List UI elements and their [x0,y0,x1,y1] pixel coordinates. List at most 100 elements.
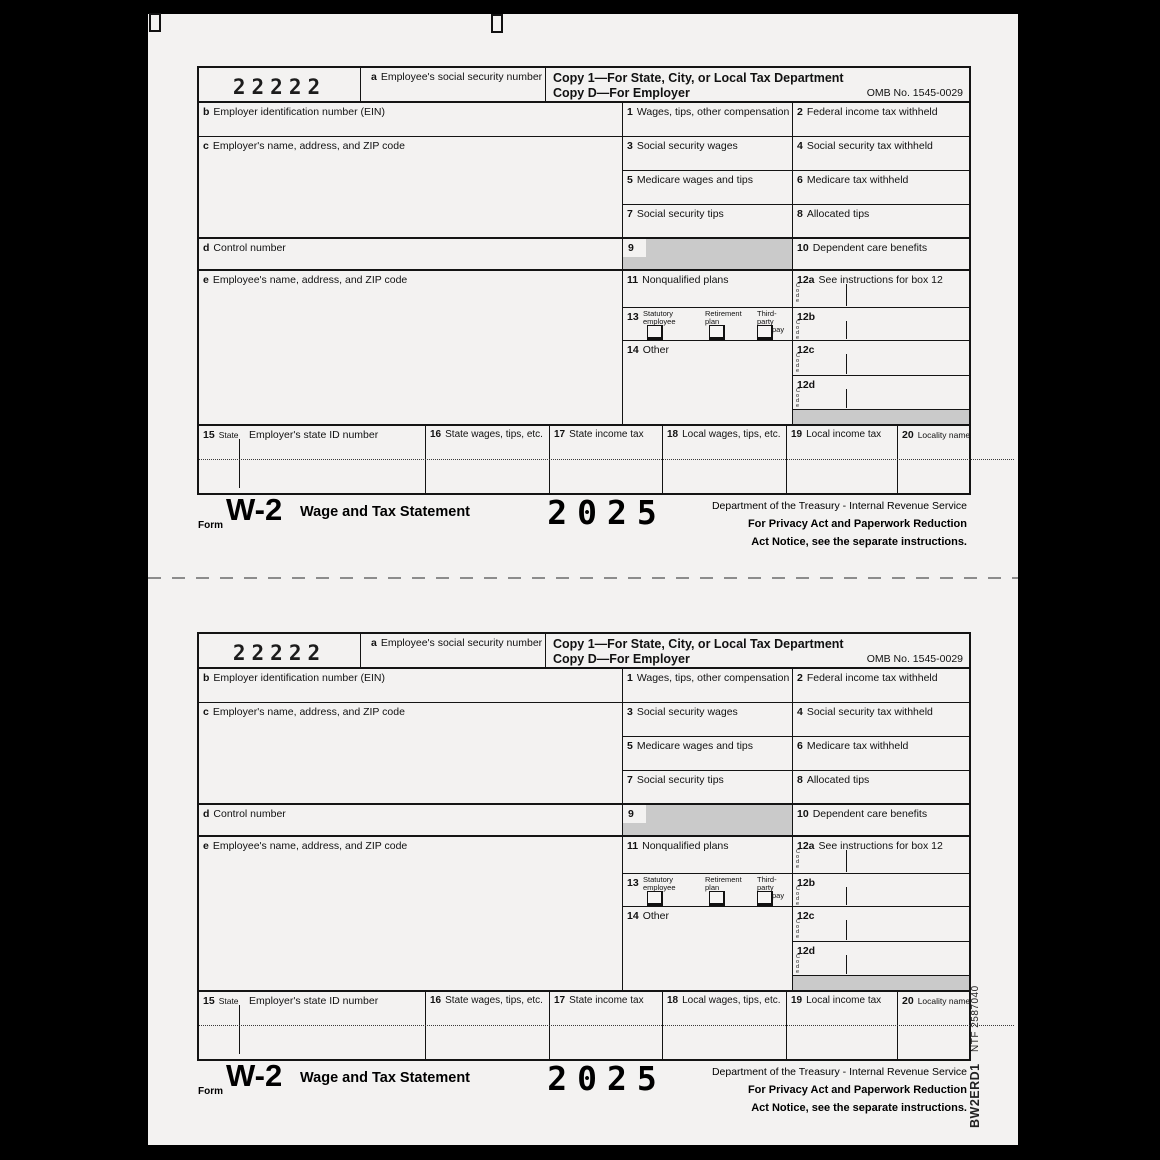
perforation-line [148,577,1018,579]
box-11-nonqualified-plans[interactable]: 11 Nonqualified plans [622,836,792,873]
copy-line-2: Copy D—For Employer [553,652,690,666]
section-rule [198,237,970,239]
box-14-other[interactable]: 14 Other [622,906,792,991]
box-9-label-chip: 9 [623,805,646,823]
void-code: 22222 [232,641,327,665]
code-vertical-label: Code [796,919,800,940]
checkbox-statutory-employee[interactable] [647,325,663,340]
box-b-ein[interactable]: b Employer identification number (EIN) [199,668,622,702]
state-divider [239,439,240,460]
checkbox-retirement-plan[interactable] [709,891,725,906]
box-e-employee-name[interactable]: e Employee's name, address, and ZIP code [199,836,622,991]
box-1-wages[interactable]: 1 Wages, tips, other compensation [622,668,792,702]
box-2-federal-tax[interactable]: 2 Federal income tax withheld [792,668,969,702]
form-title: Wage and Tax Statement [300,504,471,520]
box-a-label: Employee's social security number [380,637,543,649]
section-rule [198,269,970,271]
w2-form-copy: 22222 a Employee's social security number… [197,66,1014,548]
box-a-ssn[interactable]: a Employee's social security number [360,634,545,668]
copy-designation: Copy 1—For State, City, or Local Tax Dep… [545,634,969,668]
box-2-federal-tax[interactable]: 2 Federal income tax withheld [792,102,969,136]
form-year: 2025 [547,493,667,532]
box-8-allocated-tips[interactable]: 8 Allocated tips [792,770,969,804]
box-b-ein[interactable]: b Employer identification number (EIN) [199,102,622,136]
box-13-checkboxes: 13 Statutory employee Retirement plan Thir… [622,873,792,906]
box-a-label: Employee's social security number [380,71,543,83]
privacy-line-2: Act Notice, see the separate instruction… [751,1102,967,1114]
checkbox-third-party-sick-pay[interactable] [757,891,773,906]
box-d-control-number[interactable]: d Control number [199,238,622,270]
box-12c[interactable]: 12c Code [792,340,969,375]
box-12c[interactable]: 12c Code [792,906,969,941]
box-15-employer-state-id: Employer's state ID number [249,995,379,1007]
box-4-ss-tax[interactable]: 4 Social security tax withheld [792,702,969,736]
state-row-dotted-line [199,459,1014,461]
registration-mark [491,14,503,33]
box-10-dependent-care[interactable]: 10 Dependent care benefits [792,804,969,836]
box-3-ss-wages[interactable]: 3 Social security wages [622,702,792,736]
omb-number: OMB No. 1545-0029 [866,653,963,665]
w2-grid: 22222 a Employee's social security number… [197,632,1014,1061]
box-6-medicare-tax[interactable]: 6 Medicare tax withheld [792,736,969,770]
box-12-divider [846,920,847,940]
box-12a[interactable]: 12a See instructions for box 12 Code [792,270,969,307]
privacy-line-1: For Privacy Act and Paperwork Reduction [747,1084,967,1096]
w2-form-copy: 22222 a Employee's social security number… [197,632,1014,1114]
code-vertical-label: Code [796,353,800,374]
state-divider [239,460,240,488]
shaded-strip [792,409,969,425]
section-rule [198,990,970,992]
box-10-dependent-care[interactable]: 10 Dependent care benefits [792,238,969,270]
copy-line-2: Copy D—For Employer [553,86,690,100]
box-3-ss-wages[interactable]: 3 Social security wages [622,136,792,170]
box-7-ss-tips[interactable]: 7 Social security tips [622,770,792,804]
shaded-strip [792,975,969,991]
box-a-ssn[interactable]: a Employee's social security number [360,68,545,102]
code-vertical-label: Code [796,954,800,975]
box-9-label-chip: 9 [623,239,646,257]
form-word: Form [198,520,223,531]
box-12-divider [846,955,847,974]
code-vertical-label: Code [796,388,800,409]
form-year: 2025 [547,1059,667,1098]
paper-sheet: 22222 a Employee's social security number… [148,13,1018,1145]
box-11-nonqualified-plans[interactable]: 11 Nonqualified plans [622,270,792,307]
section-rule [198,835,970,837]
box-12-divider [846,321,847,339]
box-4-ss-tax[interactable]: 4 Social security tax withheld [792,136,969,170]
w2-grid: 22222 a Employee's social security number… [197,66,1014,495]
form-number: W-2 [226,492,283,527]
box-14-other[interactable]: 14 Other [622,340,792,425]
form-word: Form [198,1086,223,1097]
box-12a[interactable]: 12a See instructions for box 12 Code [792,836,969,873]
omb-number: OMB No. 1545-0029 [866,87,963,99]
box-d-control-number[interactable]: d Control number [199,804,622,836]
box-12-divider [846,850,847,872]
box-12d[interactable]: 12d Code [792,941,969,975]
box-1-wages[interactable]: 1 Wages, tips, other compensation [622,102,792,136]
box-c-employer-name[interactable]: c Employer's name, address, and ZIP code [199,702,622,804]
box-12b[interactable]: 12b Code [792,307,969,341]
state-row-dotted-line [199,1025,1014,1027]
copy-line-1: Copy 1—For State, City, or Local Tax Dep… [553,637,844,651]
box-c-employer-name[interactable]: c Employer's name, address, and ZIP code [199,136,622,238]
code-vertical-label: Code [796,283,800,304]
code-vertical-label: Code [796,849,800,870]
copy-designation: Copy 1—For State, City, or Local Tax Dep… [545,68,969,102]
box-5-medicare-wages[interactable]: 5 Medicare wages and tips [622,736,792,770]
checkbox-retirement-plan[interactable] [709,325,725,340]
form-footer: Form W-2 Wage and Tax Statement 2025 Dep… [197,492,967,548]
box-7-ss-tips[interactable]: 7 Social security tips [622,204,792,238]
privacy-line-1: For Privacy Act and Paperwork Reduction [747,518,967,530]
checkbox-third-party-sick-pay[interactable] [757,325,773,340]
box-5-medicare-wages[interactable]: 5 Medicare wages and tips [622,170,792,204]
treasury-line: Department of the Treasury - Internal Re… [711,1066,967,1078]
box-12b[interactable]: 12b Code [792,873,969,907]
box-12d[interactable]: 12d Code [792,375,969,409]
box-8-allocated-tips[interactable]: 8 Allocated tips [792,204,969,238]
checkbox-statutory-employee[interactable] [647,891,663,906]
form-title: Wage and Tax Statement [300,1070,471,1086]
section-rule [198,667,970,669]
box-6-medicare-tax[interactable]: 6 Medicare tax withheld [792,170,969,204]
box-e-employee-name[interactable]: e Employee's name, address, and ZIP code [199,270,622,425]
